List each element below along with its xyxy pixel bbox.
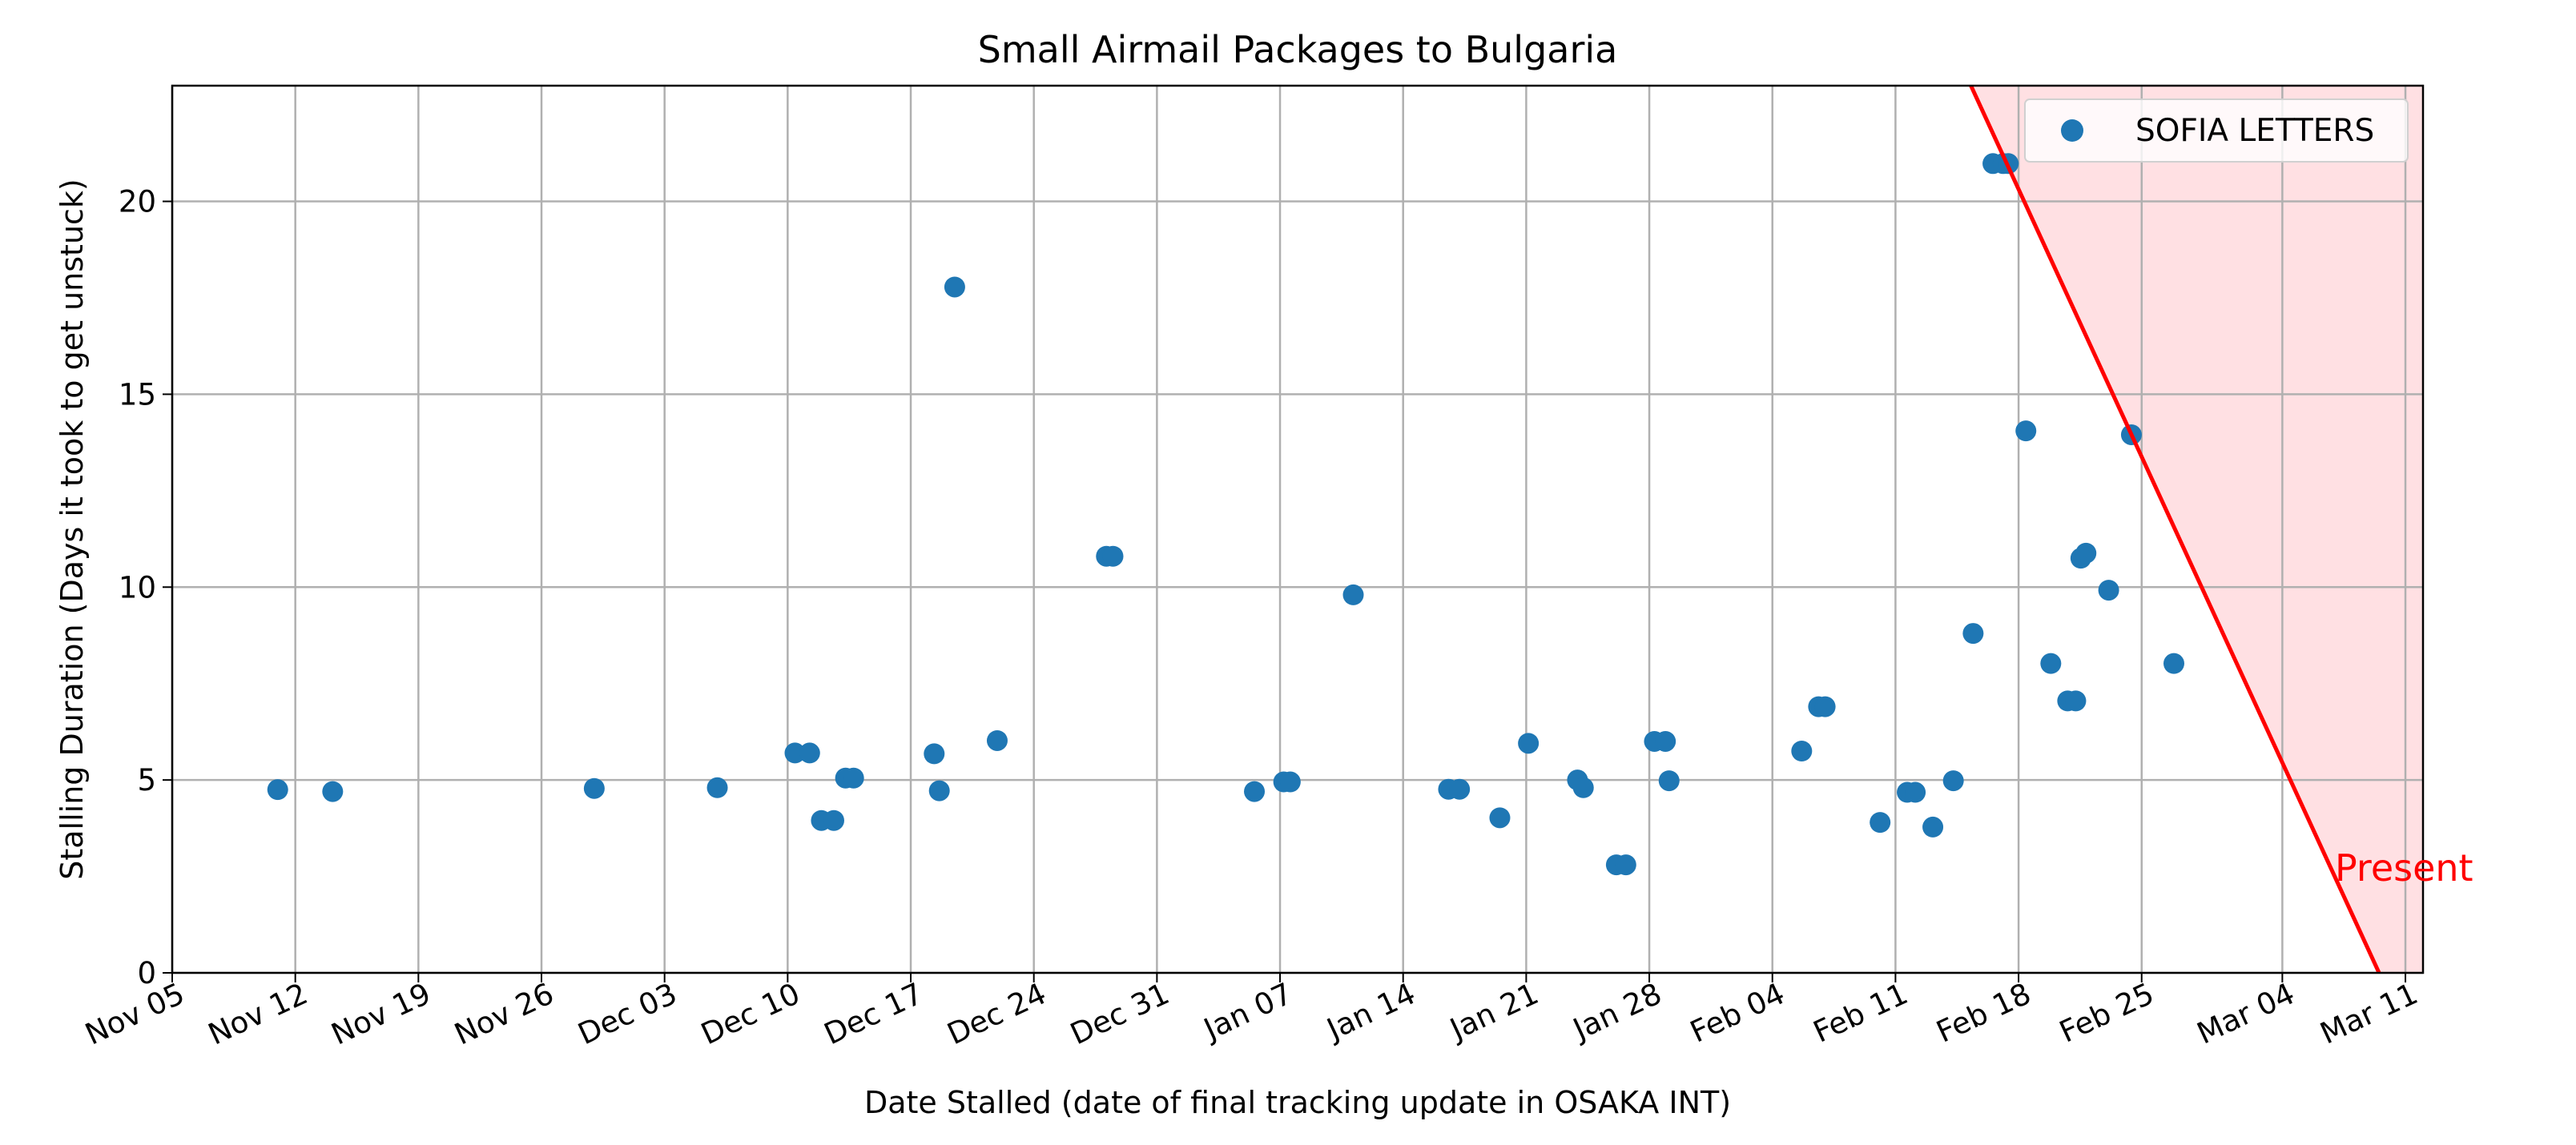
data-point — [1942, 770, 1964, 792]
data-point — [1572, 777, 1594, 798]
data-point — [1279, 771, 1301, 793]
data-point — [986, 729, 1008, 751]
data-point — [1870, 812, 1891, 834]
data-point — [267, 779, 288, 801]
data-point — [2065, 690, 2087, 712]
data-point — [2075, 542, 2097, 564]
y-tick-label: 15 — [119, 377, 156, 412]
present-label: Present — [2335, 846, 2473, 890]
data-point — [1342, 584, 1364, 605]
data-point — [1658, 770, 1680, 792]
data-point — [1791, 741, 1813, 761]
data-point — [1449, 778, 1471, 800]
data-point — [1518, 733, 1540, 754]
data-point — [2098, 580, 2119, 601]
present-line-layer — [1969, 84, 2381, 974]
data-point — [843, 767, 864, 789]
data-point — [928, 780, 950, 802]
data-point — [1489, 807, 1511, 829]
y-tick-label: 0 — [137, 956, 156, 990]
data-point — [1962, 623, 1984, 645]
data-points — [267, 153, 2184, 876]
y-tick-label: 10 — [119, 570, 156, 605]
data-point — [944, 276, 965, 298]
data-point — [1655, 730, 1676, 752]
data-point — [706, 777, 728, 798]
data-point — [1102, 545, 1124, 567]
present-line — [1969, 84, 2381, 974]
legend-box — [2024, 98, 2409, 163]
data-point — [1814, 696, 1836, 717]
present-region-layer — [1970, 86, 2423, 973]
data-point — [2163, 653, 2184, 674]
present-region-shade — [1970, 86, 2423, 973]
y-axis-label: Stalling Duration (Days it took to get u… — [54, 179, 90, 880]
plot-frame — [171, 84, 2425, 974]
data-point — [784, 742, 806, 764]
data-point — [823, 810, 844, 831]
data-point — [583, 777, 605, 799]
data-point — [1905, 781, 1926, 803]
chart-title: Small Airmail Packages to Bulgaria — [978, 28, 1618, 71]
y-tick-label: 20 — [119, 185, 156, 219]
legend: SOFIA LETTERS — [2024, 98, 2409, 163]
data-point — [2040, 653, 2062, 674]
data-point — [924, 743, 945, 765]
data-point — [1244, 781, 1266, 802]
legend-series-label: SOFIA LETTERS — [2135, 113, 2374, 149]
data-point — [799, 742, 820, 764]
x-axis-label: Date Stalled (date of final tracking upd… — [864, 1085, 1731, 1120]
data-point — [322, 781, 344, 802]
y-tick-label: 5 — [137, 763, 156, 797]
data-point — [2015, 420, 2037, 442]
data-point — [1922, 816, 1944, 838]
data-point — [1615, 854, 1636, 876]
legend-marker — [2061, 119, 2083, 142]
